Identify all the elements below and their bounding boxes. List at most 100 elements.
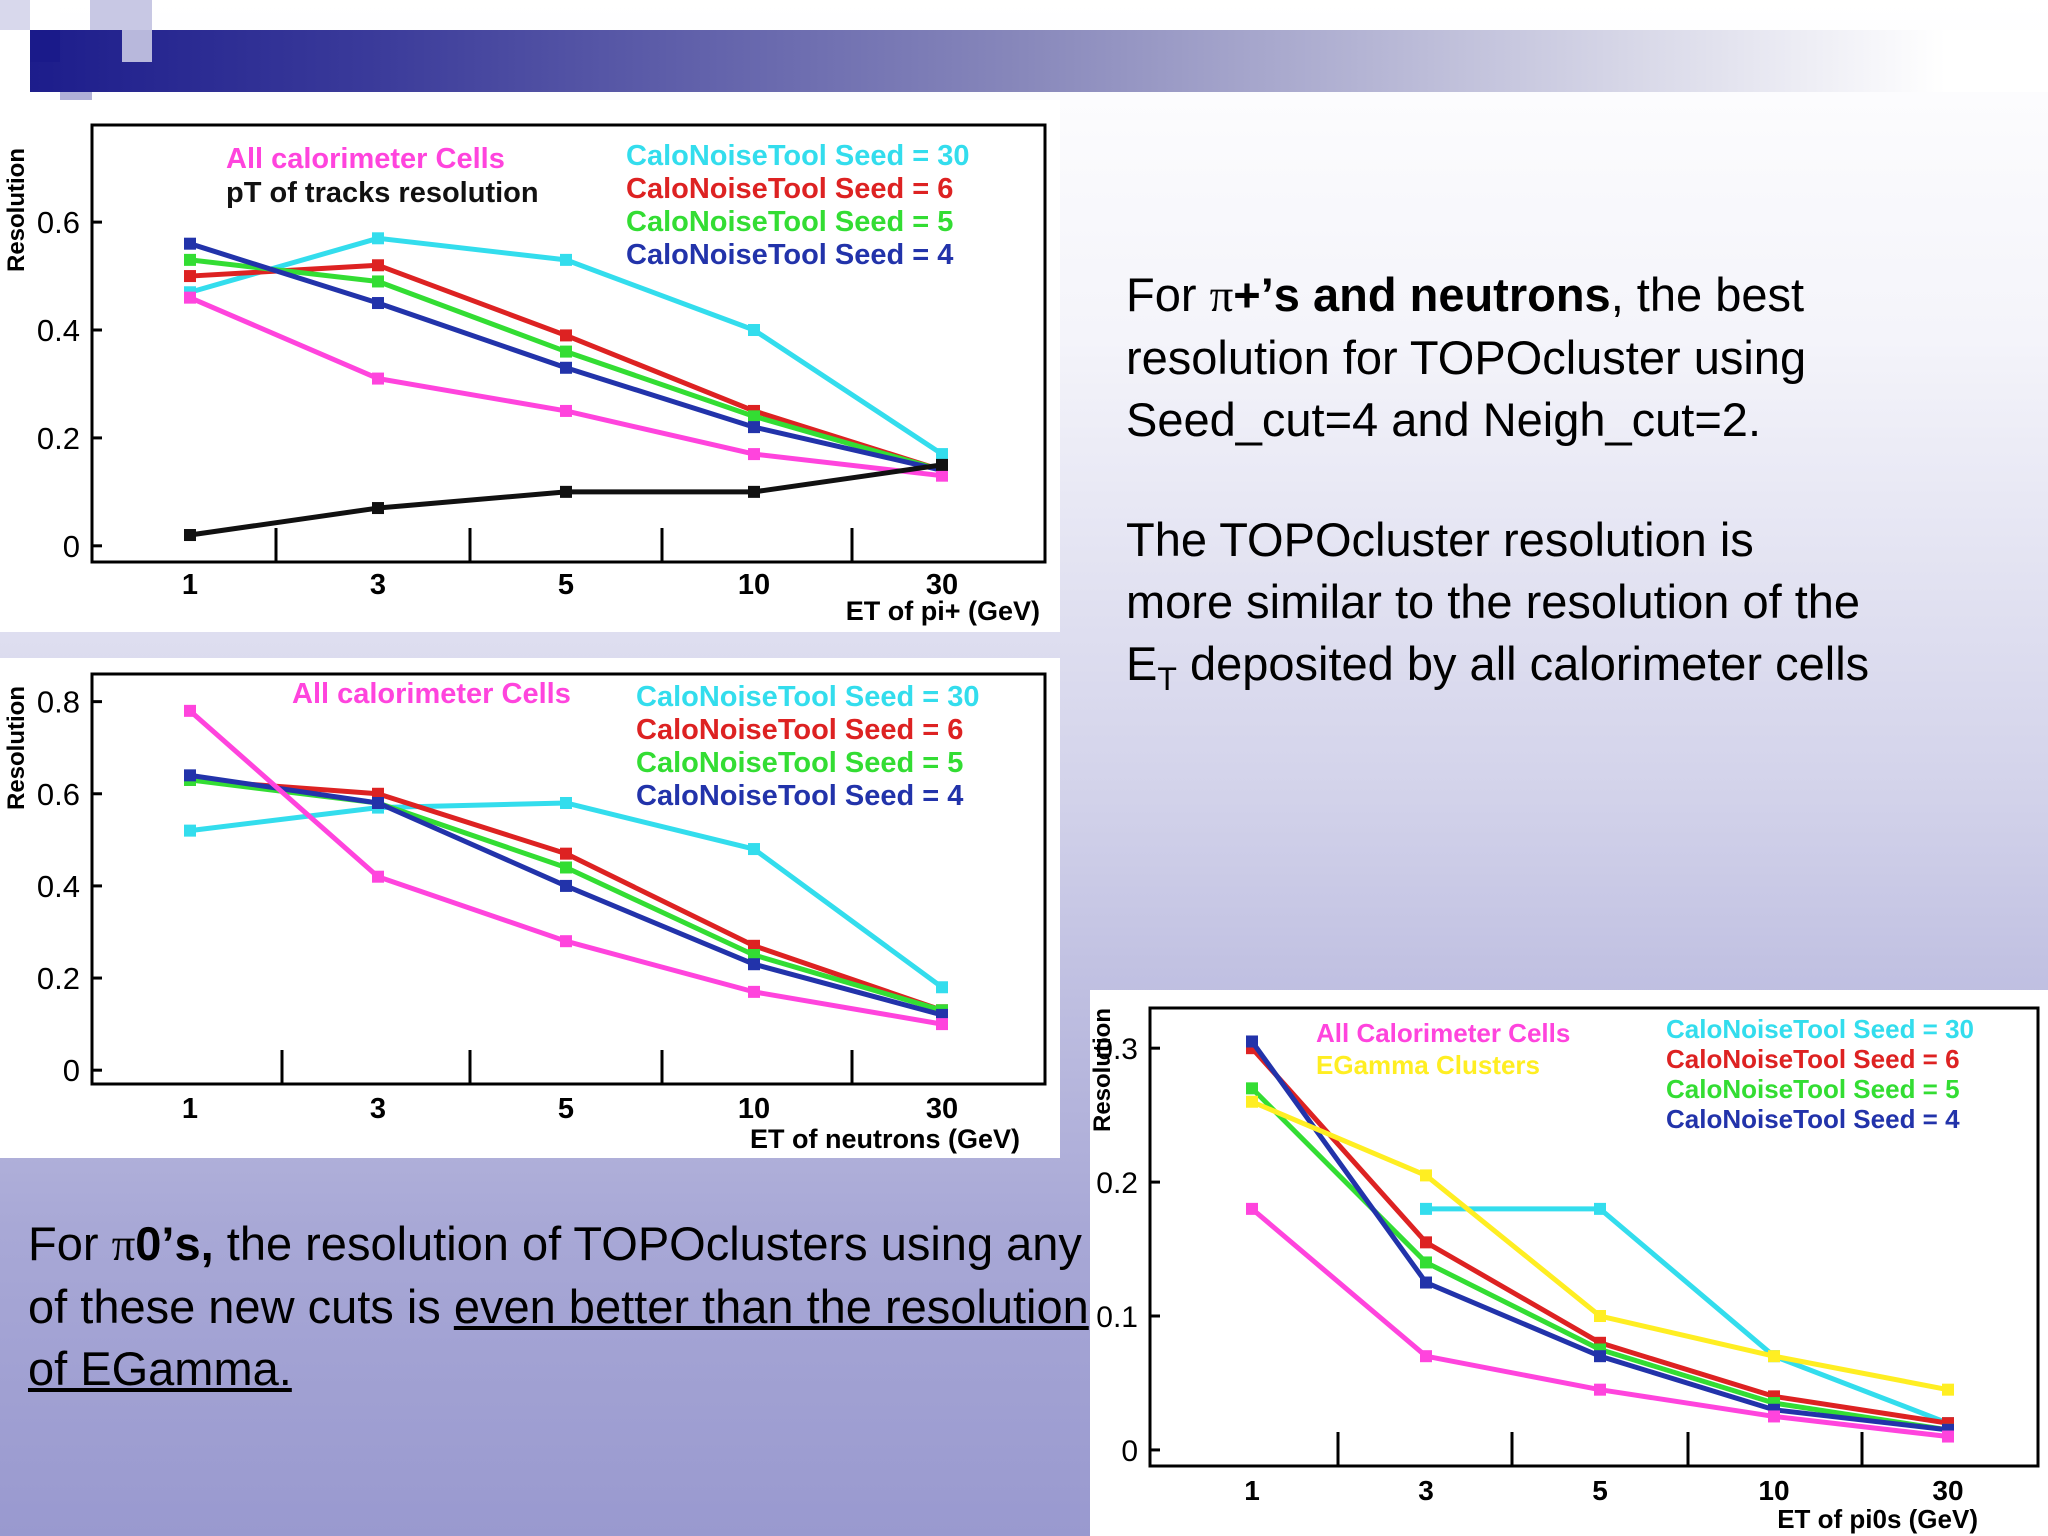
data-point [560,879,572,892]
data-point [936,981,948,994]
data-point [184,291,196,304]
y-tick-label: 0.1 [1096,1301,1138,1334]
legend-entry: CaloNoiseTool Seed = 4 [1666,1104,1960,1134]
data-point [184,704,196,717]
x-axis-label: ET of pi0s (GeV) [1777,1504,1978,1534]
x-tick-label: 30 [1932,1475,1963,1506]
decor-square [90,0,152,30]
data-point [184,769,196,782]
et-symbol: E [1126,637,1158,690]
text-rest: , the best resolution for TOPOcluster us… [1126,268,1807,446]
y-tick-label: 0 [63,1053,80,1088]
y-tick-label: 0.4 [37,313,80,348]
x-axis-label: ET of pi+ (GeV) [846,596,1040,626]
x-tick-label: 30 [926,569,958,601]
series-line [189,295,943,479]
y-axis-label: Resolution [3,148,30,272]
data-point [372,372,384,385]
x-tick-label: 10 [738,1093,770,1125]
data-point [936,1018,948,1031]
legend-entry: CaloNoiseTool Seed = 6 [626,173,953,205]
legend-entry: EGamma Clusters [1316,1050,1540,1080]
data-point [1942,1430,1954,1443]
data-point [748,324,760,337]
x-tick-label: 3 [370,569,386,601]
data-point [184,237,196,250]
decor-square [0,30,30,100]
x-tick-label: 10 [738,569,770,601]
data-point [1420,1236,1432,1249]
data-point [1246,1035,1258,1048]
data-point [372,796,384,809]
data-point [1594,1202,1606,1215]
text-block-pi-plus: For π+’s and neutrons, the best resoluti… [1126,264,2006,451]
y-tick-label: 0.3 [1096,1033,1138,1066]
y-tick-label: 0.6 [37,205,80,240]
chart-pi-plus: 0 0.2 0.4 0.6 1 3 5 10 30 Resolution ET of pi+ (Ge… [3,123,1047,626]
data-point [1420,1202,1432,1215]
data-point [372,870,384,883]
legend-entry: CaloNoiseTool Seed = 6 [1666,1044,1960,1074]
data-point [560,345,572,358]
chart-neutrons: 0 0.2 0.4 0.6 0.8 1 3 5 10 30 Resolution ET of neut… [3,672,1047,1154]
data-point [560,485,572,498]
data-point [560,404,572,417]
data-point [372,232,384,245]
data-point [184,270,196,283]
data-point [372,787,384,800]
chart-panel-pi-zero: 0 0.1 0.2 0.3 1 3 5 10 30 Resolution ET of pi0s (G… [1090,990,2048,1536]
data-point [748,843,760,856]
legend-entry: CaloNoiseTool Seed = 4 [636,780,963,812]
x-tick-label: 1 [1244,1475,1260,1506]
y-axis-label: Resolution [1090,1008,1116,1132]
data-point [560,847,572,860]
data-point [748,421,760,434]
data-point [560,935,572,948]
chart-panel-neutrons: 0 0.2 0.4 0.6 0.8 1 3 5 10 30 Resolution ET of neut… [0,658,1060,1158]
data-point [1420,1276,1432,1289]
plot-frame [1148,1006,2040,1468]
legend-entry: CaloNoiseTool Seed = 5 [626,206,953,238]
data-point [936,458,948,471]
data-point [1246,1202,1258,1215]
y-tick-label: 0 [1121,1435,1138,1468]
data-point [936,448,948,461]
data-point [1420,1256,1432,1269]
x-tick-label: 1 [182,569,198,601]
text-mid: the resolution of TOPOclusters using any… [28,1217,1082,1333]
series-line [1250,1086,1949,1433]
y-axis-label: Resolution [3,686,30,810]
plot-frame [90,672,1047,1086]
y-tick-label: 0.2 [1096,1167,1138,1200]
text-bold: 0’s, [135,1217,214,1270]
x-tick-label: 5 [1592,1475,1608,1506]
data-point [560,861,572,874]
legend-entry: CaloNoiseTool Seed = 6 [636,714,963,746]
data-point [560,796,572,809]
data-point [748,410,760,423]
y-tick-label: 0.8 [37,685,80,720]
decor-square [30,30,60,62]
legend-entry: CaloNoiseTool Seed = 30 [1666,1014,1974,1044]
text-underlined: even better than the resolution of EGamm… [28,1280,1089,1395]
x-tick-label: 5 [558,569,574,601]
x-tick-label: 1 [182,1093,198,1125]
data-point [748,985,760,998]
x-tick-label: 30 [926,1093,958,1125]
data-point [372,297,384,310]
x-tick-label: 10 [1758,1475,1789,1506]
data-point [748,485,760,498]
y-tick-label: 0.2 [37,421,80,456]
legend-entry: All Calorimeter Cells [1316,1018,1570,1048]
y-tick-label: 0.4 [37,869,80,904]
legend-entry: CaloNoiseTool Seed = 30 [636,681,980,713]
data-point [1246,1082,1258,1095]
text-line: more similar to the resolution of the [1126,575,1861,628]
data-point [1768,1350,1780,1363]
text-line-rest: deposited by all calorimeter cells [1176,637,1870,690]
legend-entry: CaloNoiseTool Seed = 5 [636,747,963,779]
legend-entry: CaloNoiseTool Seed = 5 [1666,1074,1960,1104]
x-tick-label: 5 [558,1093,574,1125]
decor-square [122,30,152,62]
y-tick-label: 0 [63,529,80,564]
